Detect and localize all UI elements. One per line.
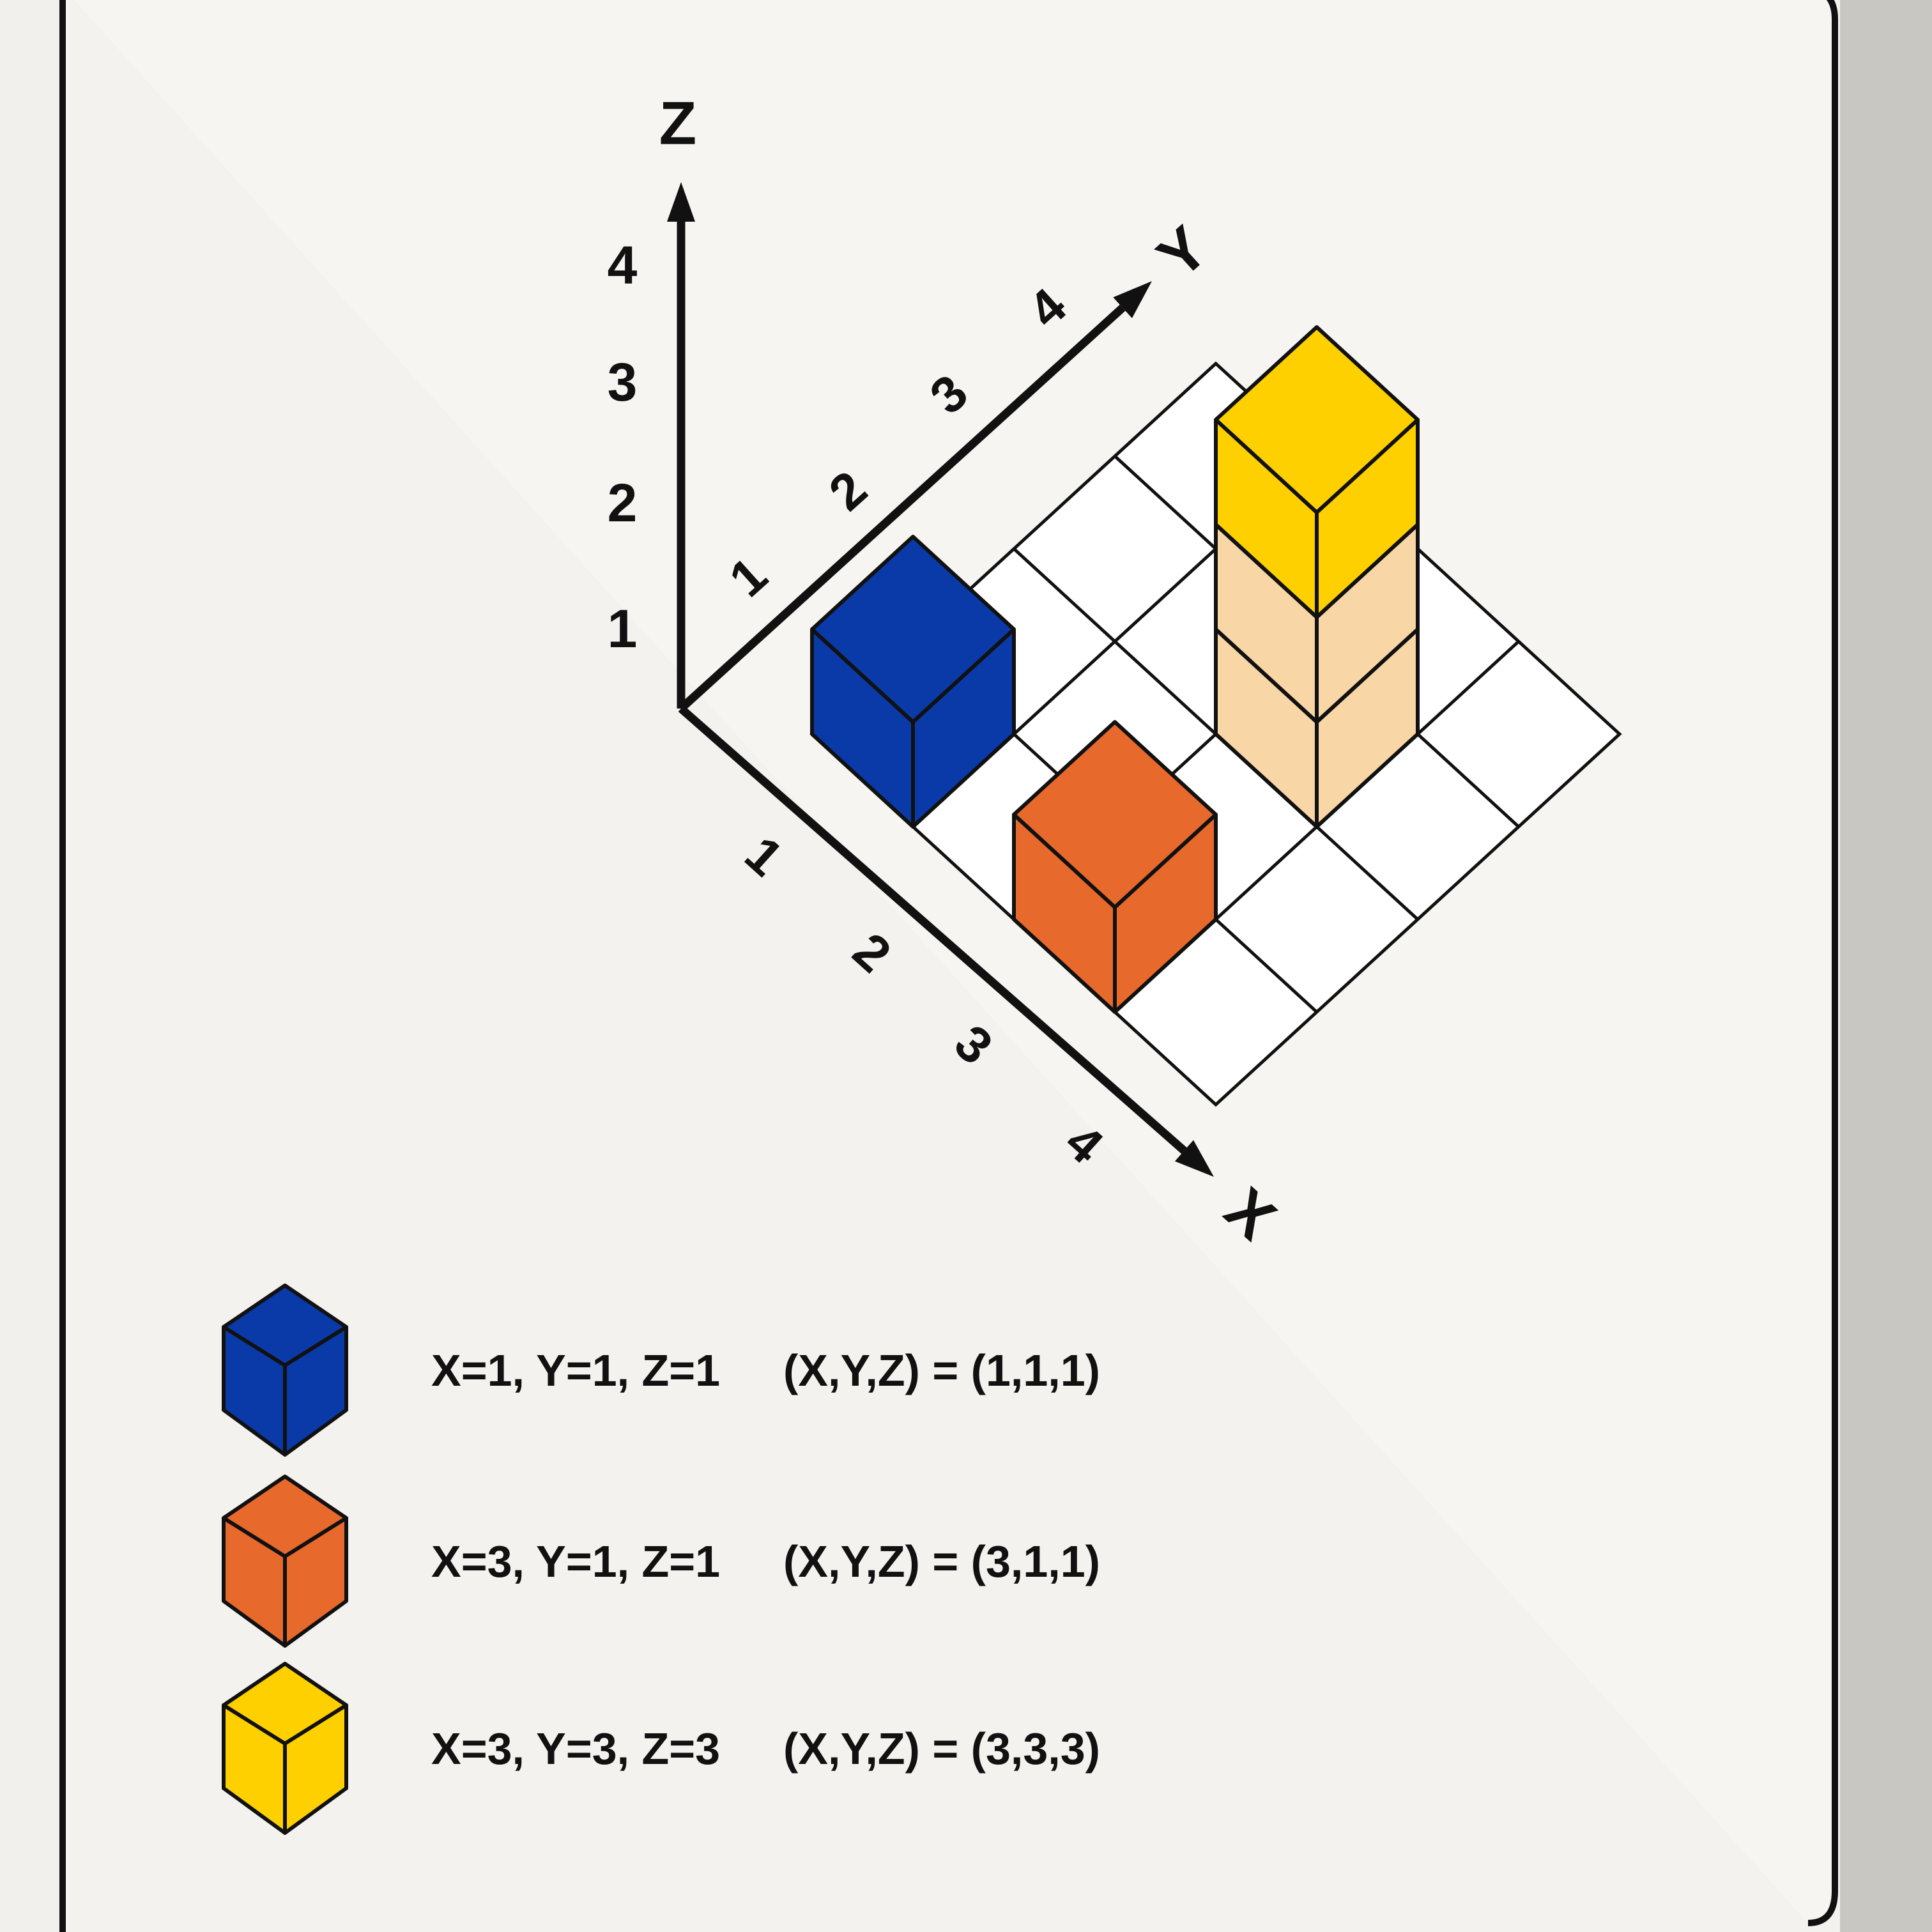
x-tick-label: 1	[735, 825, 794, 887]
card-border	[59, 0, 1838, 1932]
x-axis-arrowhead	[1174, 1140, 1214, 1177]
z-axis-label: Z	[659, 89, 697, 158]
cubes	[810, 325, 1420, 1014]
legend-item: X=3, Y=1, Z=1 (X,Y,Z) = (3,1,1)	[222, 1475, 1100, 1648]
left-margin	[0, 0, 61, 1932]
y-axis-arrowhead	[1113, 281, 1152, 318]
axes	[667, 182, 1214, 1177]
z-axis-arrowhead	[667, 182, 695, 222]
legend-cube-top-face	[222, 1662, 348, 1745]
cube-top-face	[810, 535, 1016, 724]
cube	[810, 535, 1016, 829]
x-axis-line	[678, 705, 1187, 1154]
z-tick-label: 2	[608, 473, 638, 533]
cube	[1214, 325, 1420, 619]
legend-components: X=3, Y=3, Z=3	[431, 1724, 720, 1774]
legend-item: X=1, Y=1, Z=1 (X,Y,Z) = (1,1,1)	[222, 1284, 1100, 1457]
legend-item: X=3, Y=3, Z=3 (X,Y,Z) = (3,3,3)	[222, 1662, 1100, 1835]
x-tick-label: 3	[944, 1014, 1004, 1075]
legend-components: X=1, Y=1, Z=1	[431, 1346, 720, 1395]
cube-top-face	[1214, 325, 1420, 514]
legend-cube-top-face	[222, 1284, 348, 1367]
cube-top-face	[1012, 720, 1218, 909]
z-tick-label: 1	[608, 599, 638, 659]
legend-tuple: (X,Y,Z) = (3,3,3)	[783, 1724, 1100, 1774]
table-background	[1840, 0, 1932, 1932]
legend-tuple: (X,Y,Z) = (3,1,1)	[783, 1537, 1100, 1586]
legend-cube-top-face	[222, 1475, 348, 1558]
legend: X=1, Y=1, Z=1 (X,Y,Z) = (1,1,1) X=3, Y=1, …	[222, 1284, 1100, 1835]
z-tick-label: 4	[608, 235, 638, 295]
z-tick-label: 3	[608, 352, 638, 412]
cube	[1012, 720, 1218, 1014]
x-tick-label: 2	[843, 922, 902, 983]
legend-components: X=3, Y=1, Z=1	[431, 1537, 720, 1586]
y-axis-line	[678, 304, 1126, 712]
legend-tuple: (X,Y,Z) = (1,1,1)	[783, 1346, 1100, 1395]
